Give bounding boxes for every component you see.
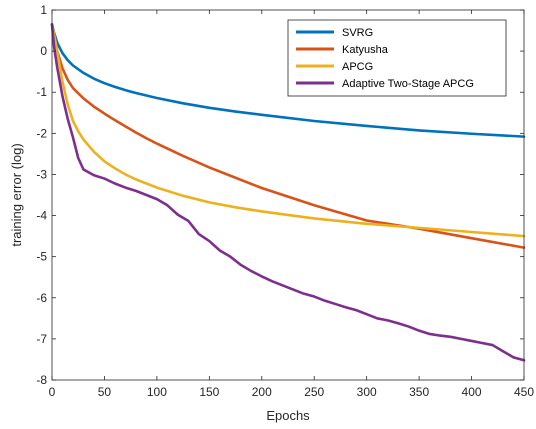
y-axis: 1 0 -1 -2 -3 -4 -5 -6 -7 -8 xyxy=(36,3,524,387)
legend-label-3: Adaptive Two-Stage APCG xyxy=(342,78,474,90)
y-tick-label: -1 xyxy=(36,85,47,99)
x-axis-title: Epochs xyxy=(266,408,310,423)
y-tick-label: 0 xyxy=(40,44,47,58)
x-tick-label: 0 xyxy=(49,385,56,399)
y-tick-label: -4 xyxy=(36,209,47,223)
y-tick-label: 1 xyxy=(40,3,47,17)
x-tick-label: 250 xyxy=(304,385,324,399)
series-line-1 xyxy=(50,23,526,249)
y-axis-title: training error (log) xyxy=(9,143,24,246)
series-line-2 xyxy=(50,23,526,238)
x-tick-label: 450 xyxy=(514,385,534,399)
x-tick-label: 200 xyxy=(252,385,272,399)
y-tick-label: -5 xyxy=(36,250,47,264)
x-tick-label: 50 xyxy=(98,385,112,399)
y-tick-label: -6 xyxy=(36,291,47,305)
y-tick-label: -3 xyxy=(36,167,47,181)
legend-label-1: Katyusha xyxy=(342,44,389,56)
plot-frame xyxy=(51,9,525,381)
series-line-3 xyxy=(50,23,526,362)
x-axis: 0 50 100 150 200 250 300 350 400 450 xyxy=(49,10,534,399)
series-line-0 xyxy=(50,23,526,138)
y-tick-label: -8 xyxy=(36,373,47,387)
legend: SVRG Katyusha APCG Adaptive Two-Stage APCG xyxy=(287,19,507,97)
x-tick-label: 300 xyxy=(357,385,377,399)
y-tick-label: -7 xyxy=(36,332,47,346)
legend-label-0: SVRG xyxy=(342,27,373,39)
legend-label-2: APCG xyxy=(342,61,373,73)
x-tick-label: 100 xyxy=(147,385,167,399)
x-tick-label: 350 xyxy=(409,385,429,399)
series-layer xyxy=(50,23,526,362)
x-tick-label: 400 xyxy=(462,385,482,399)
x-tick-label: 150 xyxy=(199,385,219,399)
y-tick-label: -2 xyxy=(36,126,47,140)
